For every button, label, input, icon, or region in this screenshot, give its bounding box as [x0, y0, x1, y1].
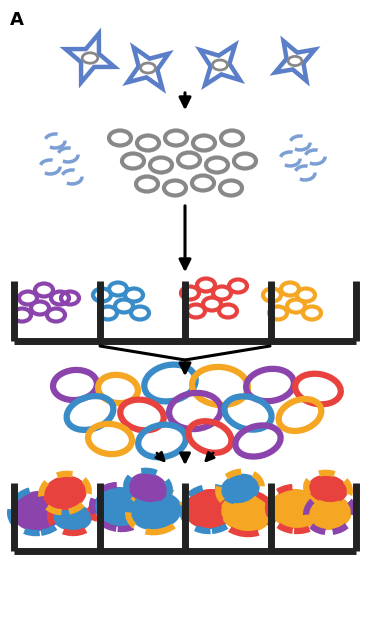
Ellipse shape — [220, 494, 272, 532]
Ellipse shape — [43, 476, 87, 510]
Ellipse shape — [308, 475, 348, 503]
Ellipse shape — [52, 503, 92, 531]
Ellipse shape — [94, 487, 146, 527]
Ellipse shape — [12, 491, 64, 531]
Ellipse shape — [184, 489, 236, 529]
Ellipse shape — [308, 496, 352, 530]
Ellipse shape — [130, 492, 182, 530]
Ellipse shape — [220, 473, 260, 505]
Ellipse shape — [128, 473, 168, 503]
Ellipse shape — [270, 489, 322, 529]
Text: A: A — [10, 11, 24, 29]
